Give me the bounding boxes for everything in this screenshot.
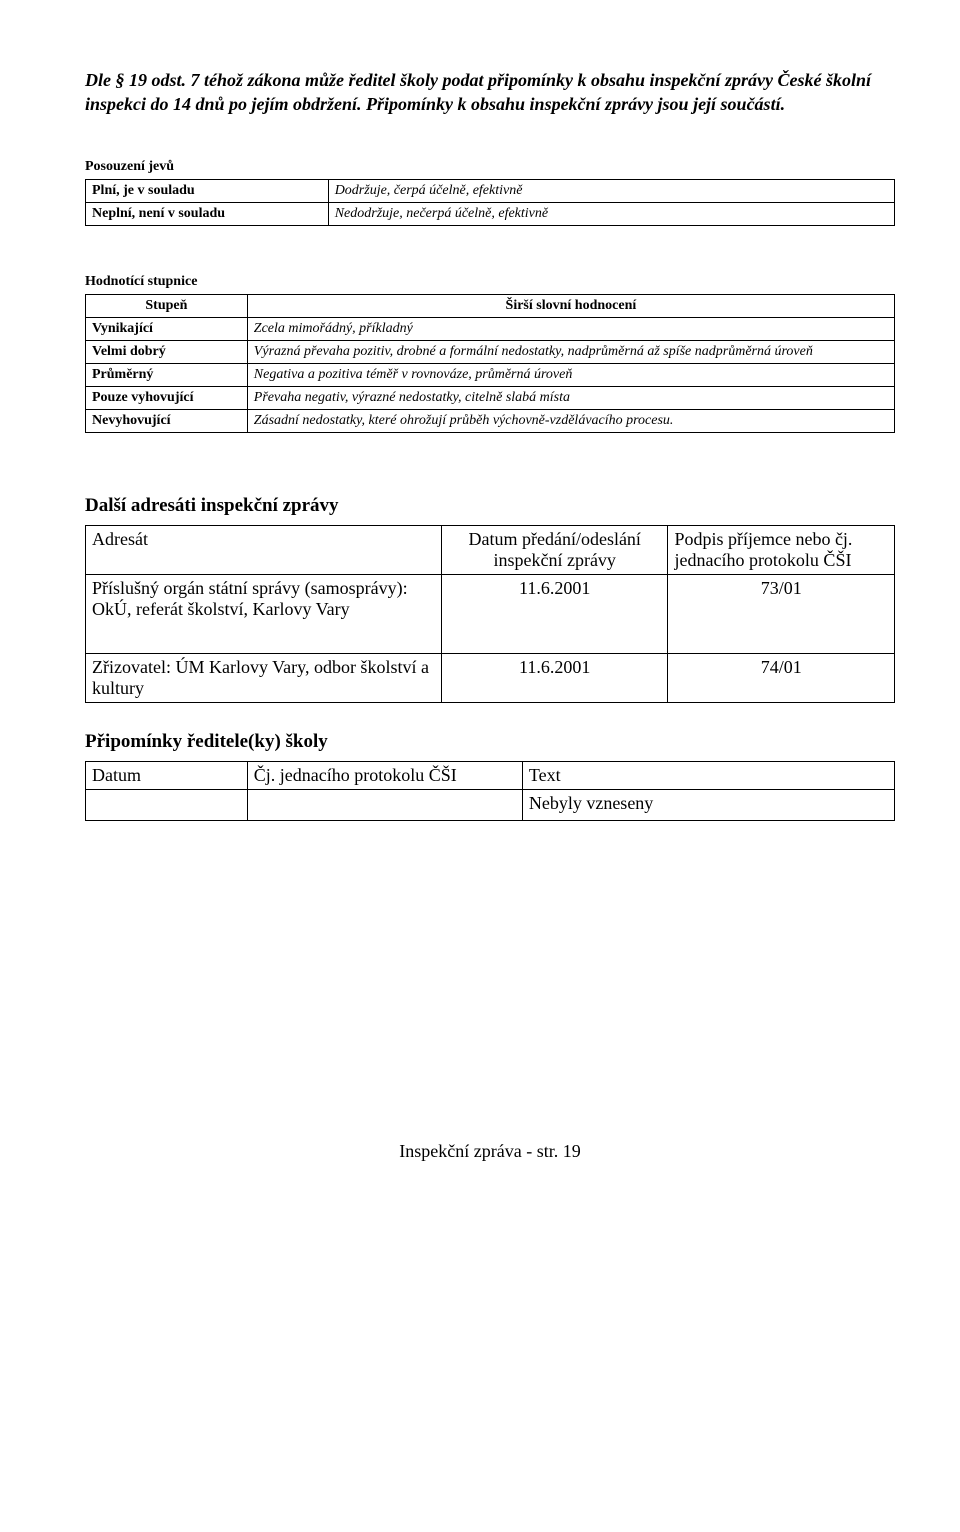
intro-paragraph: Dle § 19 odst. 7 téhož zákona může ředit…	[85, 68, 895, 117]
table-row: Plní, je v souladu Dodržuje, čerpá účeln…	[86, 179, 895, 202]
recipients-col-podpis-line1: Podpis příjemce nebo čj.	[674, 529, 852, 549]
recipient-label: Příslušný orgán státní správy (samospráv…	[86, 574, 442, 653]
notes-text-cell: Nebyly vzneseny	[522, 789, 894, 820]
recipient-date: 11.6.2001	[441, 653, 668, 702]
notes-col-cj: Čj. jednacího protokolu ČŠI	[247, 761, 522, 789]
assessment-table: Plní, je v souladu Dodržuje, čerpá účeln…	[85, 179, 895, 226]
recipients-table: Adresát Datum předání/odeslání inspekční…	[85, 525, 895, 703]
notes-table: Datum Čj. jednacího protokolu ČŠI Text N…	[85, 761, 895, 821]
notes-col-datum: Datum	[86, 761, 248, 789]
table-row: Průměrný Negativa a pozitiva téměř v rov…	[86, 363, 895, 386]
scale-label: Pouze vyhovující	[86, 386, 248, 409]
recipient-ref: 73/01	[668, 574, 895, 653]
scale-desc: Zásadní nedostatky, které ohrožují průbě…	[247, 409, 894, 432]
table-row: Pouze vyhovující Převaha negativ, výrazn…	[86, 386, 895, 409]
recipient-ref: 74/01	[668, 653, 895, 702]
recipients-col-datum-line2: inspekční zprávy	[493, 550, 615, 570]
scale-desc: Výrazná převaha pozitiv, drobné a formál…	[247, 340, 894, 363]
assessment-label: Plní, je v souladu	[86, 179, 329, 202]
scale-table: Stupeň Širší slovní hodnocení Vynikající…	[85, 294, 895, 433]
scale-desc: Negativa a pozitiva téměř v rovnováze, p…	[247, 363, 894, 386]
recipients-col-datum-line1: Datum předání/odeslání	[468, 529, 640, 549]
assessment-heading: Posouzení jevů	[85, 159, 895, 175]
scale-label: Velmi dobrý	[86, 340, 248, 363]
scale-col-hodnoceni: Širší slovní hodnocení	[247, 294, 894, 317]
scale-col-stupen: Stupeň	[86, 294, 248, 317]
scale-desc: Převaha negativ, výrazné nedostatky, cit…	[247, 386, 894, 409]
table-row: Vynikající Zcela mimořádný, příkladný	[86, 317, 895, 340]
table-row: Zřizovatel: ÚM Karlovy Vary, odbor škols…	[86, 653, 895, 702]
recipients-heading: Další adresáti inspekční zprávy	[85, 495, 895, 517]
assessment-desc: Nedodržuje, nečerpá účelně, efektivně	[328, 202, 894, 225]
recipients-col-podpis-line2: jednacího protokolu ČŠI	[674, 550, 851, 570]
recipients-col-podpis: Podpis příjemce nebo čj. jednacího proto…	[668, 525, 895, 574]
notes-col-text: Text	[522, 761, 894, 789]
assessment-label: Neplní, není v souladu	[86, 202, 329, 225]
scale-label: Vynikající	[86, 317, 248, 340]
page-footer: Inspekční zpráva - str. 19	[85, 1141, 895, 1162]
scale-label: Nevyhovující	[86, 409, 248, 432]
table-row: Příslušný orgán státní správy (samospráv…	[86, 574, 895, 653]
table-header-row: Adresát Datum předání/odeslání inspekční…	[86, 525, 895, 574]
notes-heading: Připomínky ředitele(ky) školy	[85, 731, 895, 753]
scale-desc: Zcela mimořádný, příkladný	[247, 317, 894, 340]
table-row: Neplní, není v souladu Nedodržuje, nečer…	[86, 202, 895, 225]
recipients-col-datum: Datum předání/odeslání inspekční zprávy	[441, 525, 668, 574]
scale-label: Průměrný	[86, 363, 248, 386]
table-row: Velmi dobrý Výrazná převaha pozitiv, dro…	[86, 340, 895, 363]
notes-datum-cell	[86, 789, 248, 820]
table-header-row: Datum Čj. jednacího protokolu ČŠI Text	[86, 761, 895, 789]
recipients-col-adresat: Adresát	[86, 525, 442, 574]
recipient-date: 11.6.2001	[441, 574, 668, 653]
recipient-label: Zřizovatel: ÚM Karlovy Vary, odbor škols…	[86, 653, 442, 702]
assessment-desc: Dodržuje, čerpá účelně, efektivně	[328, 179, 894, 202]
table-row: Nebyly vzneseny	[86, 789, 895, 820]
scale-heading: Hodnotící stupnice	[85, 274, 895, 290]
notes-cj-cell	[247, 789, 522, 820]
table-row: Nevyhovující Zásadní nedostatky, které o…	[86, 409, 895, 432]
table-header-row: Stupeň Širší slovní hodnocení	[86, 294, 895, 317]
